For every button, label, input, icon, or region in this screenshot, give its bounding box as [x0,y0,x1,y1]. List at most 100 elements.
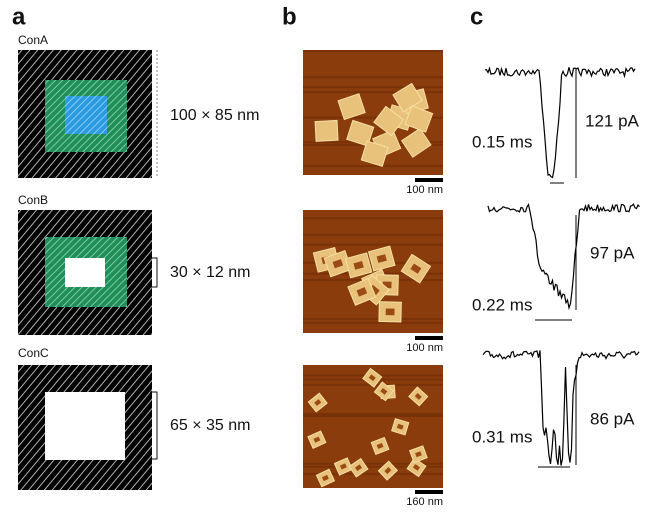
origami-tile [400,253,432,284]
inner-core [65,96,107,134]
afm-texture [303,165,443,168]
origami-tile [348,457,369,478]
tile-pore [376,442,384,449]
origami-tile [373,381,394,402]
construct-name: ConA [18,33,48,47]
origami-tile [362,367,383,388]
tile-pore [368,374,376,382]
origami-tile [323,250,353,278]
pore [45,392,125,460]
tile-pore [385,308,395,316]
panel-label: a [12,3,26,30]
dimension-bracket [150,391,158,460]
tile-pore [380,387,388,395]
construct-name: ConC [18,346,49,360]
afm-texture [303,217,443,220]
tile-pore [356,287,368,297]
dwell-time: 0.22 ms [472,295,532,314]
tile [337,93,366,121]
current-amplitude: 86 pA [590,409,635,428]
origami-tile [307,430,327,449]
trace [482,350,640,466]
afm-texture [303,462,443,465]
afm-texture [303,76,443,79]
origami-tile [344,252,373,279]
dwell-time: 0.15 ms [472,132,532,151]
origami-tile [314,119,339,142]
tile [360,140,389,167]
scale-bar-label: 100 nm [406,184,443,196]
panel-label: c [470,3,483,30]
origami-tile [337,93,366,121]
origami-tile [404,105,434,133]
construct-name: ConB [18,193,48,207]
origami-tile [347,277,377,306]
origami-tile [367,245,396,272]
current-amplitude: 97 pA [590,243,635,262]
origami-tile [406,457,427,478]
origami-tile [377,460,398,481]
afm-texture [303,50,443,53]
scale-bar [415,178,443,182]
tile-pore [410,263,422,274]
origami-tile [360,140,389,167]
afm-texture [303,86,443,89]
afm-texture [303,413,443,416]
afm-texture [303,472,443,475]
scale-bar-label: 100 nm [406,342,443,354]
tile-pore [354,464,362,472]
tile [373,105,405,137]
origami-tile [333,457,353,476]
scale-bar [415,336,443,340]
tile-pore [396,423,404,430]
current-amplitude: 121 pA [585,111,640,130]
origami-tile [408,386,429,407]
afm-texture [303,415,443,418]
tile-pore [415,451,422,458]
tile [404,105,434,133]
origami-tile [378,301,402,323]
afm-texture [303,465,443,468]
afm-texture [303,321,443,324]
origami-tile [315,468,336,488]
afm-texture [303,317,443,320]
tile [400,127,432,158]
origami-tile [391,418,410,436]
tile-pore [414,393,422,400]
tile-pore [353,261,364,270]
origami-tile [370,436,390,455]
origami-tile [346,119,375,147]
tile-pore [376,254,387,263]
afm-texture [303,141,443,144]
tile-pore [313,436,321,443]
current-traces [482,66,640,468]
tile-pore [384,467,392,475]
panel-label: b [282,3,297,30]
afm-texture [303,116,443,119]
afm-images [303,50,443,488]
afm-texture [303,91,443,94]
tile-pore [314,399,322,406]
origami-tile [409,445,428,464]
trace [487,203,640,311]
trace [484,66,636,179]
tile-pore [412,464,420,471]
dimension-label: 30 × 12 nm [170,264,251,281]
origami-tile [400,127,432,158]
dimension-label: 65 × 35 nm [170,417,251,434]
origami-tile [373,105,405,137]
tile-pore [339,463,347,470]
pore [65,258,105,287]
tile-pore [332,259,344,269]
afm-texture [303,233,443,236]
dimension-bracket [150,257,158,288]
scale-bar-label: 160 nm [406,496,443,508]
afm-texture [303,243,443,246]
dimension-label: 100 × 85 nm [170,107,259,124]
dwell-time: 0.31 ms [472,427,532,446]
origami-tile [307,392,328,413]
scale-bar [415,490,443,494]
tile-pore [321,474,329,482]
tile [346,119,375,147]
